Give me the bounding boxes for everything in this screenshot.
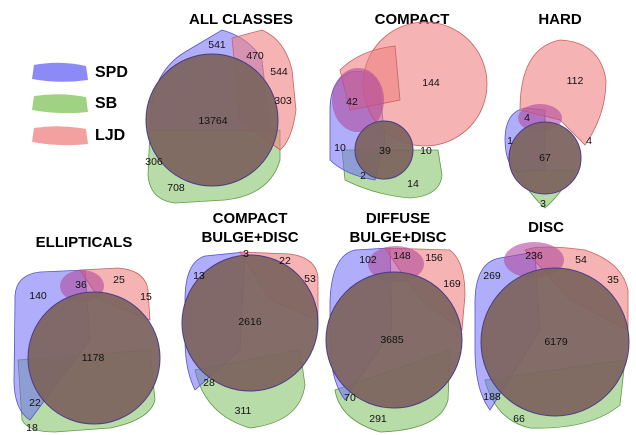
value-sb-ljd: 4 <box>586 135 592 147</box>
venn-title: ALL CLASSES <box>189 11 293 28</box>
ljd-region <box>519 39 607 146</box>
value-spd-ljd: 470 <box>246 50 264 62</box>
legend: SPD SB LJD <box>32 62 128 146</box>
value-all: 2616 <box>238 316 262 328</box>
value-spd-ljd: 148 <box>393 250 411 262</box>
all-overlap-region <box>354 120 414 180</box>
value-sb-only: 3 <box>540 198 546 210</box>
value-all: 67 <box>539 152 551 164</box>
value-spd-ljd: 36 <box>75 279 87 291</box>
all-overlap-region <box>480 267 630 417</box>
all-overlap-region <box>508 121 582 195</box>
value-spd-ljd: 4 <box>524 112 530 124</box>
venn-ellipticals: ELLIPTICALS 140 36 25 15 1178 22 18 <box>13 234 161 434</box>
value-spd-ljd: 236 <box>525 250 543 262</box>
value-all: 1178 <box>82 352 105 364</box>
value-spd-ljd: 42 <box>346 96 358 108</box>
value-ljd-only: 156 <box>425 252 443 264</box>
all-overlap-region <box>325 271 463 409</box>
value-spd-sb: 70 <box>344 392 356 404</box>
value-ljd-only: 22 <box>279 255 291 267</box>
legend-swatch-spd <box>32 62 88 82</box>
legend-label-ljd: LJD <box>95 127 125 144</box>
value-sb-ljd: 53 <box>304 273 316 285</box>
value-sb-only: 311 <box>235 405 252 417</box>
value-sb-ljd: 15 <box>140 291 152 303</box>
legend-swatch-ljd <box>32 126 88 146</box>
value-spd-sb: 22 <box>29 397 41 409</box>
venn-disc: DISC 269 236 54 35 6179 188 66 <box>474 219 630 429</box>
legend-item-sb: SB <box>32 94 117 114</box>
value-sb-only: 291 <box>369 413 387 425</box>
venn-diffuse-bulge-disc: DIFFUSE BULGE+DISC 102 148 156 169 3685 … <box>325 210 466 433</box>
venn-title-line1: DIFFUSE <box>366 210 430 227</box>
value-ljd-only: 54 <box>575 254 587 266</box>
value-sb-only: 14 <box>407 178 419 190</box>
value-ljd-only: 544 <box>270 66 288 78</box>
legend-item-ljd: LJD <box>32 126 125 146</box>
value-spd-only: 102 <box>359 254 377 266</box>
venn-title-line2: BULGE+DISC <box>349 229 446 246</box>
value-spd-sb: 2 <box>360 170 366 182</box>
value-spd-ljd: 3 <box>243 248 249 260</box>
value-all: 3685 <box>380 334 404 346</box>
value-spd-only: 140 <box>29 290 47 302</box>
value-sb-only: 66 <box>513 413 525 425</box>
legend-item-spd: SPD <box>32 62 128 82</box>
all-overlap-region <box>27 291 161 425</box>
value-sb-only: 18 <box>26 422 38 434</box>
value-all: 13764 <box>198 115 227 127</box>
venn-title-line1: COMPACT <box>213 210 288 227</box>
legend-swatch-sb <box>32 94 88 114</box>
all-overlap-region <box>181 254 319 392</box>
legend-label-spd: SPD <box>95 64 128 81</box>
value-ljd-only: 25 <box>113 274 125 286</box>
spd-ljd-overlap <box>332 68 384 132</box>
value-spd-sb: 306 <box>145 156 163 168</box>
value-all: 39 <box>379 145 391 157</box>
value-ljd-only: 112 <box>567 75 584 87</box>
value-ljd-only: 144 <box>422 77 440 89</box>
value-sb-ljd: 10 <box>420 145 432 157</box>
venn-title: ELLIPTICALS <box>36 234 133 251</box>
venn-compact: COMPACT 144 42 10 39 10 2 14 <box>329 11 488 199</box>
venn-title-line2: BULGE+DISC <box>201 229 298 246</box>
value-spd-sb: 28 <box>203 377 215 389</box>
value-sb-ljd: 303 <box>274 95 292 107</box>
legend-label-sb: SB <box>95 95 117 112</box>
value-spd-only: 269 <box>483 270 501 282</box>
value-spd-only: 13 <box>193 270 205 282</box>
venn-title: HARD <box>538 11 581 28</box>
value-spd-only: 1 <box>507 135 513 147</box>
venn-compact-bulge-disc: COMPACT BULGE+DISC 13 3 22 53 2616 28 31… <box>181 210 319 429</box>
value-spd-only: 541 <box>208 39 226 51</box>
value-sb-ljd: 35 <box>607 274 619 286</box>
venn-all-classes: ALL CLASSES 541 470 544 303 13764 306 70… <box>145 11 297 204</box>
value-spd-sb: 188 <box>483 391 501 403</box>
value-sb-ljd: 169 <box>443 278 461 290</box>
value-sb-only: 708 <box>167 182 185 194</box>
venn-title: DISC <box>528 219 564 236</box>
venn-hard: HARD 112 4 1 4 67 3 <box>504 11 607 210</box>
value-spd-only: 10 <box>334 142 346 154</box>
value-all: 6179 <box>544 336 568 348</box>
all-overlap-region <box>145 53 279 187</box>
